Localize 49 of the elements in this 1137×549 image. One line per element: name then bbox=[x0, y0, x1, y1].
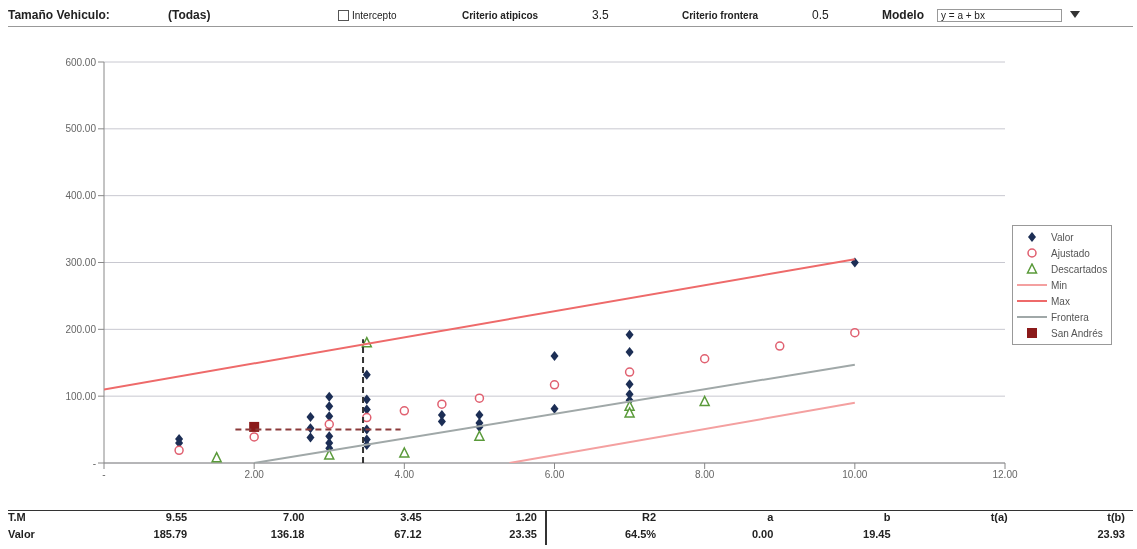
text: 19.45 bbox=[862, 528, 892, 542]
y-tick-label: 400.00 bbox=[65, 190, 97, 202]
text: Modelo bbox=[882, 8, 925, 22]
x-tick-label: 6.00 bbox=[544, 469, 565, 481]
legend-label: Min bbox=[1051, 279, 1068, 291]
text: a bbox=[766, 511, 775, 525]
x-tick-label: - bbox=[102, 469, 106, 481]
legend-label: Max bbox=[1051, 295, 1070, 307]
x-tick-label: 4.00 bbox=[394, 469, 415, 481]
text: 64.5% bbox=[623, 528, 658, 542]
text: Criterio atipicos bbox=[462, 9, 540, 21]
y-tick-label: 200.00 bbox=[65, 323, 97, 335]
y-tick-label: 500.00 bbox=[65, 123, 97, 135]
y-tick-label: - bbox=[92, 457, 96, 469]
text: 1.20 bbox=[429, 511, 547, 528]
text: 9.55 bbox=[164, 511, 189, 525]
x-tick-label: 12.00 bbox=[992, 469, 1018, 481]
text: R2 bbox=[641, 511, 658, 525]
text: b bbox=[882, 511, 892, 525]
x-tick-label: 10.00 bbox=[842, 469, 868, 481]
text: Tamaño Vehiculo: bbox=[8, 8, 111, 22]
legend-label: Ajustado bbox=[1051, 247, 1090, 259]
x-tick-label: 8.00 bbox=[694, 469, 715, 481]
text: 3.5 bbox=[592, 8, 610, 22]
y-tick-label: 300.00 bbox=[65, 257, 97, 269]
legend-label: Valor bbox=[1051, 231, 1074, 243]
text: 7.00 bbox=[282, 511, 306, 525]
x-tick-label: 2.00 bbox=[244, 469, 265, 481]
text: 185.79 bbox=[152, 528, 189, 542]
text: 136.18 bbox=[269, 528, 306, 542]
text: 3.45 bbox=[399, 511, 423, 525]
text: Criterio frontera bbox=[682, 9, 760, 21]
text: 23.35 bbox=[429, 528, 547, 545]
text: (Todas) bbox=[168, 8, 212, 22]
text: Intercepto bbox=[352, 9, 398, 21]
text: t(a) bbox=[989, 511, 1009, 525]
text: y = a + bx bbox=[937, 8, 1062, 22]
legend-label: San Andrés bbox=[1051, 327, 1103, 339]
text: T.M bbox=[8, 511, 27, 525]
text: 0.00 bbox=[750, 528, 775, 542]
legend-label: Frontera bbox=[1051, 311, 1089, 323]
y-tick-label: 100.00 bbox=[65, 390, 97, 402]
y-tick-label: 600.00 bbox=[65, 56, 97, 68]
text: 0.5 bbox=[812, 8, 830, 22]
text: Valor bbox=[8, 528, 36, 542]
text: t(b) bbox=[1106, 511, 1126, 525]
text: 67.12 bbox=[393, 528, 423, 542]
text: 23.93 bbox=[1096, 528, 1126, 542]
legend-label: Descartados bbox=[1051, 263, 1108, 275]
